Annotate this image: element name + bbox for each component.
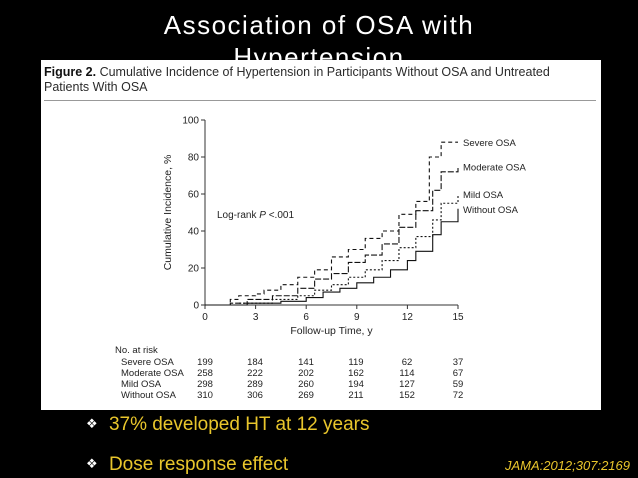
- risk-cell: 72: [453, 390, 464, 401]
- y-tick-label: 20: [188, 264, 200, 275]
- risk-cell: 199: [197, 357, 213, 368]
- x-tick-label: 12: [402, 312, 414, 323]
- risk-cell: 67: [453, 368, 464, 379]
- series-label: Severe OSA: [463, 138, 516, 149]
- risk-cell: 141: [298, 357, 314, 368]
- diamond-bullet-icon: ❖: [86, 416, 98, 431]
- x-axis-label: Follow-up Time, y: [290, 325, 373, 337]
- risk-cell: 127: [399, 379, 415, 390]
- figure-label: Figure 2.: [44, 65, 97, 79]
- risk-cell: 59: [453, 379, 464, 390]
- series-line: [205, 141, 458, 306]
- risk-cell: 289: [247, 379, 263, 390]
- risk-cell: 194: [348, 379, 364, 390]
- risk-row-label: Mild OSA: [121, 379, 162, 390]
- risk-cell: 258: [197, 368, 213, 379]
- slide-title-line1: Association of OSA with: [163, 10, 475, 40]
- y-tick-label: 60: [188, 190, 200, 201]
- series-label: Without OSA: [463, 205, 519, 216]
- bullet-text-1: 37% developed HT at 12 years: [108, 414, 370, 435]
- x-tick-label: 0: [202, 312, 208, 323]
- risk-row-label: Without OSA: [121, 390, 177, 401]
- citation: JAMA:2012;307:2169: [504, 458, 630, 473]
- series-label: Mild OSA: [463, 190, 504, 201]
- y-tick-label: 100: [182, 116, 199, 127]
- series-line: [205, 194, 459, 306]
- risk-cell: 211: [348, 390, 363, 401]
- km-chart: 0 20 40 60 80 100 0 3 6 9 12 15 Follow-up Time, y Cum…: [115, 116, 526, 402]
- bullet-item-2: ❖ Dose response effect: [86, 454, 288, 476]
- figure-caption-text: Cumulative Incidence of Hypertension in …: [44, 65, 550, 94]
- annotation-value: <.001: [266, 210, 295, 221]
- annotation-text: Log-rank: [217, 210, 259, 221]
- risk-cell: 260: [298, 379, 314, 390]
- series-line: [205, 166, 459, 306]
- figure-caption: Figure 2. Cumulative Incidence of Hypert…: [44, 65, 596, 95]
- logrank-annotation: Log-rank P <.001: [217, 210, 294, 221]
- figure-panel: Figure 2. Cumulative Incidence of Hypert…: [41, 60, 601, 410]
- risk-row-label: Severe OSA: [121, 357, 174, 368]
- risk-cell: 269: [298, 390, 314, 401]
- x-tick-label: 15: [452, 312, 464, 323]
- bullet-text-2: Dose response effect: [108, 454, 289, 475]
- risk-cell: 222: [247, 368, 263, 379]
- risk-cell: 298: [197, 379, 213, 390]
- risk-cell: 306: [247, 390, 263, 401]
- x-tick-label: 3: [253, 312, 259, 323]
- risk-cell: 152: [399, 390, 415, 401]
- risk-row-label: Moderate OSA: [121, 368, 184, 379]
- series-line: [205, 208, 459, 306]
- y-axis-label: Cumulative Incidence, %: [162, 155, 174, 271]
- caption-divider: [44, 100, 596, 101]
- x-tick-label: 9: [354, 312, 360, 323]
- annotation-p: P: [259, 210, 266, 221]
- risk-table-header: No. at risk: [115, 345, 158, 356]
- diamond-bullet-icon: ❖: [86, 456, 98, 471]
- y-tick-label: 80: [188, 153, 200, 164]
- risk-cell: 184: [247, 357, 263, 368]
- risk-cell: 114: [399, 368, 414, 379]
- y-tick-label: 40: [188, 227, 200, 238]
- bullet-item-1: ❖ 37% developed HT at 12 years: [86, 414, 369, 436]
- risk-cell: 62: [402, 357, 413, 368]
- risk-cell: 310: [197, 390, 213, 401]
- risk-cell: 162: [348, 368, 364, 379]
- x-tick-label: 6: [303, 312, 309, 323]
- risk-cell: 37: [453, 357, 464, 368]
- risk-cell: 119: [348, 357, 363, 368]
- risk-cell: 202: [298, 368, 314, 379]
- series-label: Moderate OSA: [463, 162, 526, 173]
- y-tick-label: 0: [193, 301, 199, 312]
